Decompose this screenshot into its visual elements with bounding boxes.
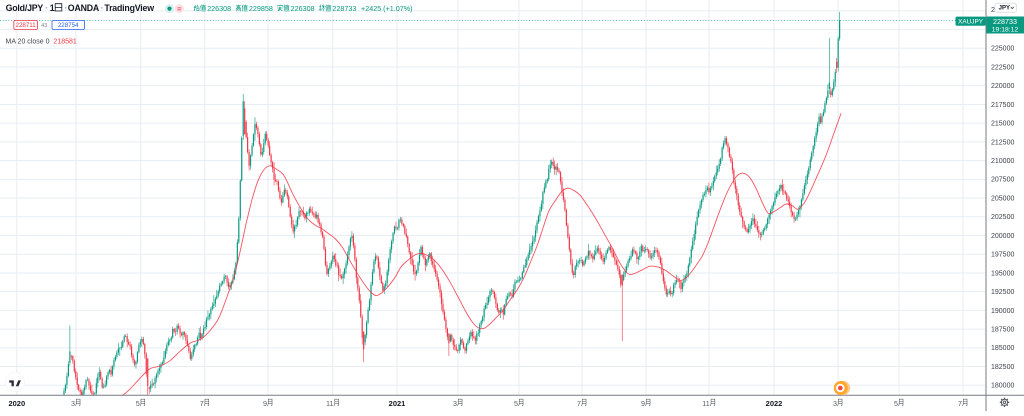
- svg-text:217500: 217500: [991, 102, 1014, 109]
- svg-text:·: ·: [45, 3, 48, 13]
- svg-text:MA 20 close 0 218581: MA 20 close 0 218581: [6, 38, 77, 45]
- svg-text:JPY: JPY: [999, 6, 1010, 12]
- svg-text:5: 5: [894, 399, 898, 408]
- svg-text:192500: 192500: [991, 289, 1014, 296]
- svg-text:195000: 195000: [991, 270, 1014, 277]
- svg-text:187500: 187500: [991, 327, 1014, 334]
- svg-text:3: 3: [833, 399, 837, 408]
- svg-text:TradingView: TradingView: [104, 3, 154, 13]
- svg-text:200000: 200000: [991, 233, 1014, 240]
- svg-text:2021: 2021: [389, 399, 406, 408]
- svg-text:205000: 205000: [991, 196, 1014, 203]
- svg-text:207500: 207500: [991, 177, 1014, 184]
- svg-text:2020: 2020: [8, 399, 25, 408]
- svg-text:·: ·: [101, 3, 104, 13]
- svg-text:202500: 202500: [991, 214, 1014, 221]
- svg-text:226308: 226308: [291, 4, 315, 13]
- svg-text:185000: 185000: [991, 345, 1014, 352]
- svg-text:7: 7: [200, 399, 204, 408]
- svg-text:182500: 182500: [991, 364, 1014, 371]
- svg-text:7: 7: [958, 399, 962, 408]
- svg-text:215000: 215000: [991, 121, 1014, 128]
- svg-text:3: 3: [71, 399, 75, 408]
- svg-text:9: 9: [263, 399, 267, 408]
- svg-text:11: 11: [326, 399, 333, 408]
- svg-text:7: 7: [577, 399, 581, 408]
- svg-text:43: 43: [41, 23, 47, 29]
- svg-text:212500: 212500: [991, 139, 1014, 146]
- svg-text:5: 5: [136, 399, 140, 408]
- svg-text:225000: 225000: [991, 46, 1014, 53]
- svg-text:+2425 (+1.07%): +2425 (+1.07%): [361, 4, 413, 13]
- svg-text:XAUJPY: XAUJPY: [958, 18, 984, 25]
- svg-text:229858: 229858: [249, 4, 273, 13]
- svg-text:226308: 226308: [207, 4, 231, 13]
- svg-text:228754: 228754: [58, 22, 79, 29]
- svg-text:190000: 190000: [991, 308, 1014, 315]
- svg-text:5: 5: [514, 399, 518, 408]
- svg-text:180000: 180000: [991, 383, 1014, 390]
- svg-text:228711: 228711: [16, 22, 37, 29]
- svg-text:9: 9: [641, 399, 645, 408]
- svg-text:19:18:12: 19:18:12: [992, 27, 1019, 34]
- svg-text:1: 1: [50, 3, 55, 13]
- svg-text:2022: 2022: [766, 399, 783, 408]
- svg-text:222500: 222500: [991, 64, 1014, 71]
- svg-text:197500: 197500: [991, 252, 1014, 259]
- svg-text:=: =: [177, 4, 182, 13]
- svg-text:228733: 228733: [332, 4, 356, 13]
- svg-text:11: 11: [702, 399, 709, 408]
- svg-text:Gold/JPY: Gold/JPY: [6, 3, 44, 13]
- svg-text:OANDA: OANDA: [68, 3, 100, 13]
- svg-text:3: 3: [453, 399, 457, 408]
- svg-text:220000: 220000: [991, 83, 1014, 90]
- svg-text:210000: 210000: [991, 158, 1014, 165]
- svg-text:228733: 228733: [993, 17, 1017, 26]
